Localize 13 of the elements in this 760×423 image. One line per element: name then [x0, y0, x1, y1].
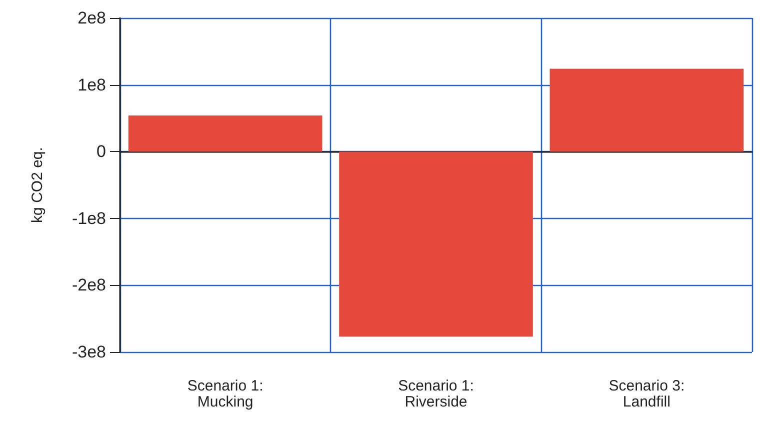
y-tick-label: -2e8 [72, 276, 106, 295]
y-tick-label: -1e8 [72, 208, 106, 228]
y-tick-label: 0 [96, 142, 106, 162]
x-tick-label: Scenario 3: Landfill [608, 378, 685, 410]
x-tick-label: Scenario 1: Riverside [398, 378, 474, 410]
bar [550, 68, 744, 152]
y-axis-title: kg CO2 eq. [29, 147, 46, 223]
x-tick-label: Scenario 1: Mucking [187, 378, 264, 410]
y-tick-label: 1e8 [78, 75, 106, 94]
bar [339, 152, 533, 337]
bar [128, 116, 322, 152]
y-tick-label: -3e8 [72, 342, 106, 362]
y-tick-label: 2e8 [78, 8, 106, 28]
